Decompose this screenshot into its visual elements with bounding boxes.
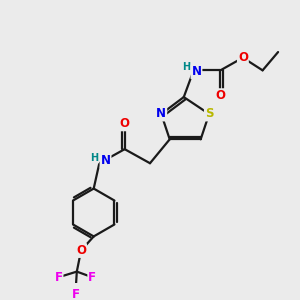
Text: N: N [191, 65, 201, 78]
Text: N: N [100, 154, 110, 167]
Text: N: N [156, 107, 166, 121]
Text: O: O [120, 117, 130, 130]
Text: F: F [71, 288, 80, 300]
Text: S: S [205, 107, 213, 121]
Text: H: H [182, 62, 190, 72]
Text: F: F [55, 271, 62, 284]
Text: O: O [215, 89, 225, 102]
Text: H: H [90, 153, 98, 163]
Text: O: O [238, 51, 248, 64]
Text: F: F [88, 271, 96, 284]
Text: O: O [76, 244, 86, 257]
